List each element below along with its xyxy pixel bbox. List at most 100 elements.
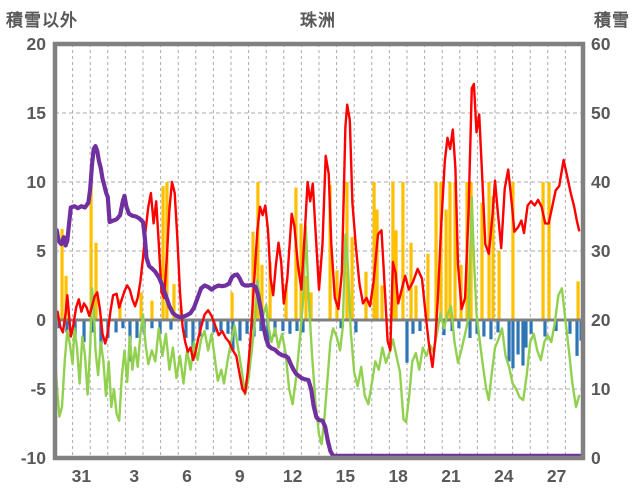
blue-bars-bar: [339, 320, 343, 329]
blue-bars-bar: [354, 320, 358, 333]
blue-bars-bar: [266, 320, 270, 343]
orange-bars-bar: [150, 300, 154, 320]
blue-bars-bar: [238, 320, 242, 341]
left-axis-tick: 10: [27, 172, 47, 192]
right-axis-tick: 60: [591, 34, 611, 54]
orange-bars-bar: [172, 284, 176, 320]
x-axis-tick: 3: [129, 466, 139, 486]
blue-bars-bar: [468, 320, 472, 338]
blue-bars-bar: [281, 320, 285, 332]
orange-bars-bar: [491, 195, 495, 320]
blue-bars-bar: [91, 320, 95, 333]
orange-bars-bar: [576, 281, 580, 320]
orange-bars-bar: [480, 202, 484, 320]
blue-bars-bar: [521, 320, 525, 366]
chart-title: 珠洲: [300, 11, 336, 30]
orange-bars-bar: [350, 237, 354, 320]
snow-depth-line: [52, 144, 584, 458]
blue-bars-bar: [184, 320, 188, 338]
blue-bars-bar: [295, 320, 299, 332]
orange-bars-bar: [161, 186, 165, 320]
blue-bars-bar: [301, 320, 305, 333]
left-axis-tick: 5: [36, 241, 46, 261]
orange-bars-bar: [328, 184, 332, 320]
blue-bars-bar: [543, 320, 547, 337]
blue-bars-bar: [511, 320, 515, 369]
blue-bars-bar: [524, 320, 528, 348]
left-axis-title: 積雪以外: [6, 11, 78, 30]
blue-bars-bar: [259, 320, 263, 332]
orange-bars-bar: [372, 182, 376, 320]
right-axis-tick: 0: [591, 448, 601, 468]
orange-bars-bar: [251, 231, 255, 320]
orange-bars-bar: [375, 209, 379, 320]
blue-bars-bar: [489, 320, 493, 340]
orange-bars-bar: [309, 292, 313, 320]
right-axis-tick: 50: [591, 103, 611, 123]
blue-bars-bar: [496, 320, 500, 333]
blue-bars-bar: [121, 320, 125, 329]
orange-bars-bar: [260, 264, 264, 320]
blue-bars-bar: [82, 320, 86, 343]
blue-bars-bar: [65, 320, 69, 333]
blue-bars-bar: [114, 320, 118, 333]
orange-bars-bar: [139, 292, 143, 320]
red-line-group: [53, 82, 581, 395]
x-axis-tick: 24: [494, 466, 514, 486]
left-axis-tick: 0: [36, 310, 46, 330]
blue-bars-bar: [219, 320, 223, 332]
orange-bars-bar: [444, 209, 448, 320]
orange-bars-bar: [541, 182, 545, 320]
x-axis-tick: 6: [182, 466, 192, 486]
orange-bars-bar: [256, 182, 260, 320]
orange-bars-bar: [230, 292, 234, 320]
blue-bars-bar: [135, 320, 139, 338]
plot-frame: [52, 41, 586, 461]
orange-bars-bar: [89, 182, 93, 320]
orange-bars-bar: [448, 182, 452, 320]
blue-bars-bar: [191, 320, 195, 349]
orange-bars-bar: [547, 182, 551, 320]
blue-bars-bar: [529, 320, 533, 334]
blue-bars-bar: [507, 320, 511, 362]
x-axis-tick: 12: [283, 466, 303, 486]
orange-bars-bar: [511, 182, 515, 320]
left-axis-tick: 20: [27, 34, 47, 54]
blue-bars-bar: [568, 320, 572, 334]
blue-bars-bar: [516, 320, 520, 355]
orange-bars-bar: [304, 275, 308, 320]
right-axis-tick: 40: [591, 172, 611, 192]
blue-bars-bar: [245, 320, 249, 334]
orange-bars-bar: [268, 262, 272, 320]
orange-bars-bar: [426, 253, 430, 320]
blue-bars-bar: [418, 320, 422, 332]
left-axis-tick: -10: [21, 448, 47, 468]
orange-bars-bar: [118, 299, 122, 320]
right-axis-title: 積雪: [594, 11, 630, 30]
orange-bars-bar: [284, 284, 288, 320]
orange-bars-bar: [380, 285, 384, 320]
orange-bars-bar: [391, 182, 395, 320]
orange-bars-bar: [364, 271, 368, 320]
blue-bars-bar: [482, 320, 486, 337]
orange-bars-bar: [335, 270, 339, 320]
x-axis-tick: 9: [235, 466, 245, 486]
orange-bars-bar: [414, 285, 418, 320]
blue-bars-bar: [205, 320, 209, 330]
blue-bars-bar: [288, 320, 292, 334]
orange-bars-bar: [497, 251, 501, 320]
left-axis-tick: -5: [30, 379, 46, 399]
x-axis-tick: 18: [388, 466, 408, 486]
blue-bars-bar: [158, 320, 162, 334]
orange-bars-bar: [60, 228, 64, 320]
green-line: [53, 195, 581, 446]
orange-bars-bar: [453, 182, 457, 320]
orange-bars-bar: [434, 182, 438, 320]
x-axis-tick: 27: [547, 466, 566, 486]
orange-bars-bar: [409, 242, 413, 320]
blue-bars-bar: [575, 320, 579, 356]
right-axis-tick: 20: [591, 310, 611, 330]
